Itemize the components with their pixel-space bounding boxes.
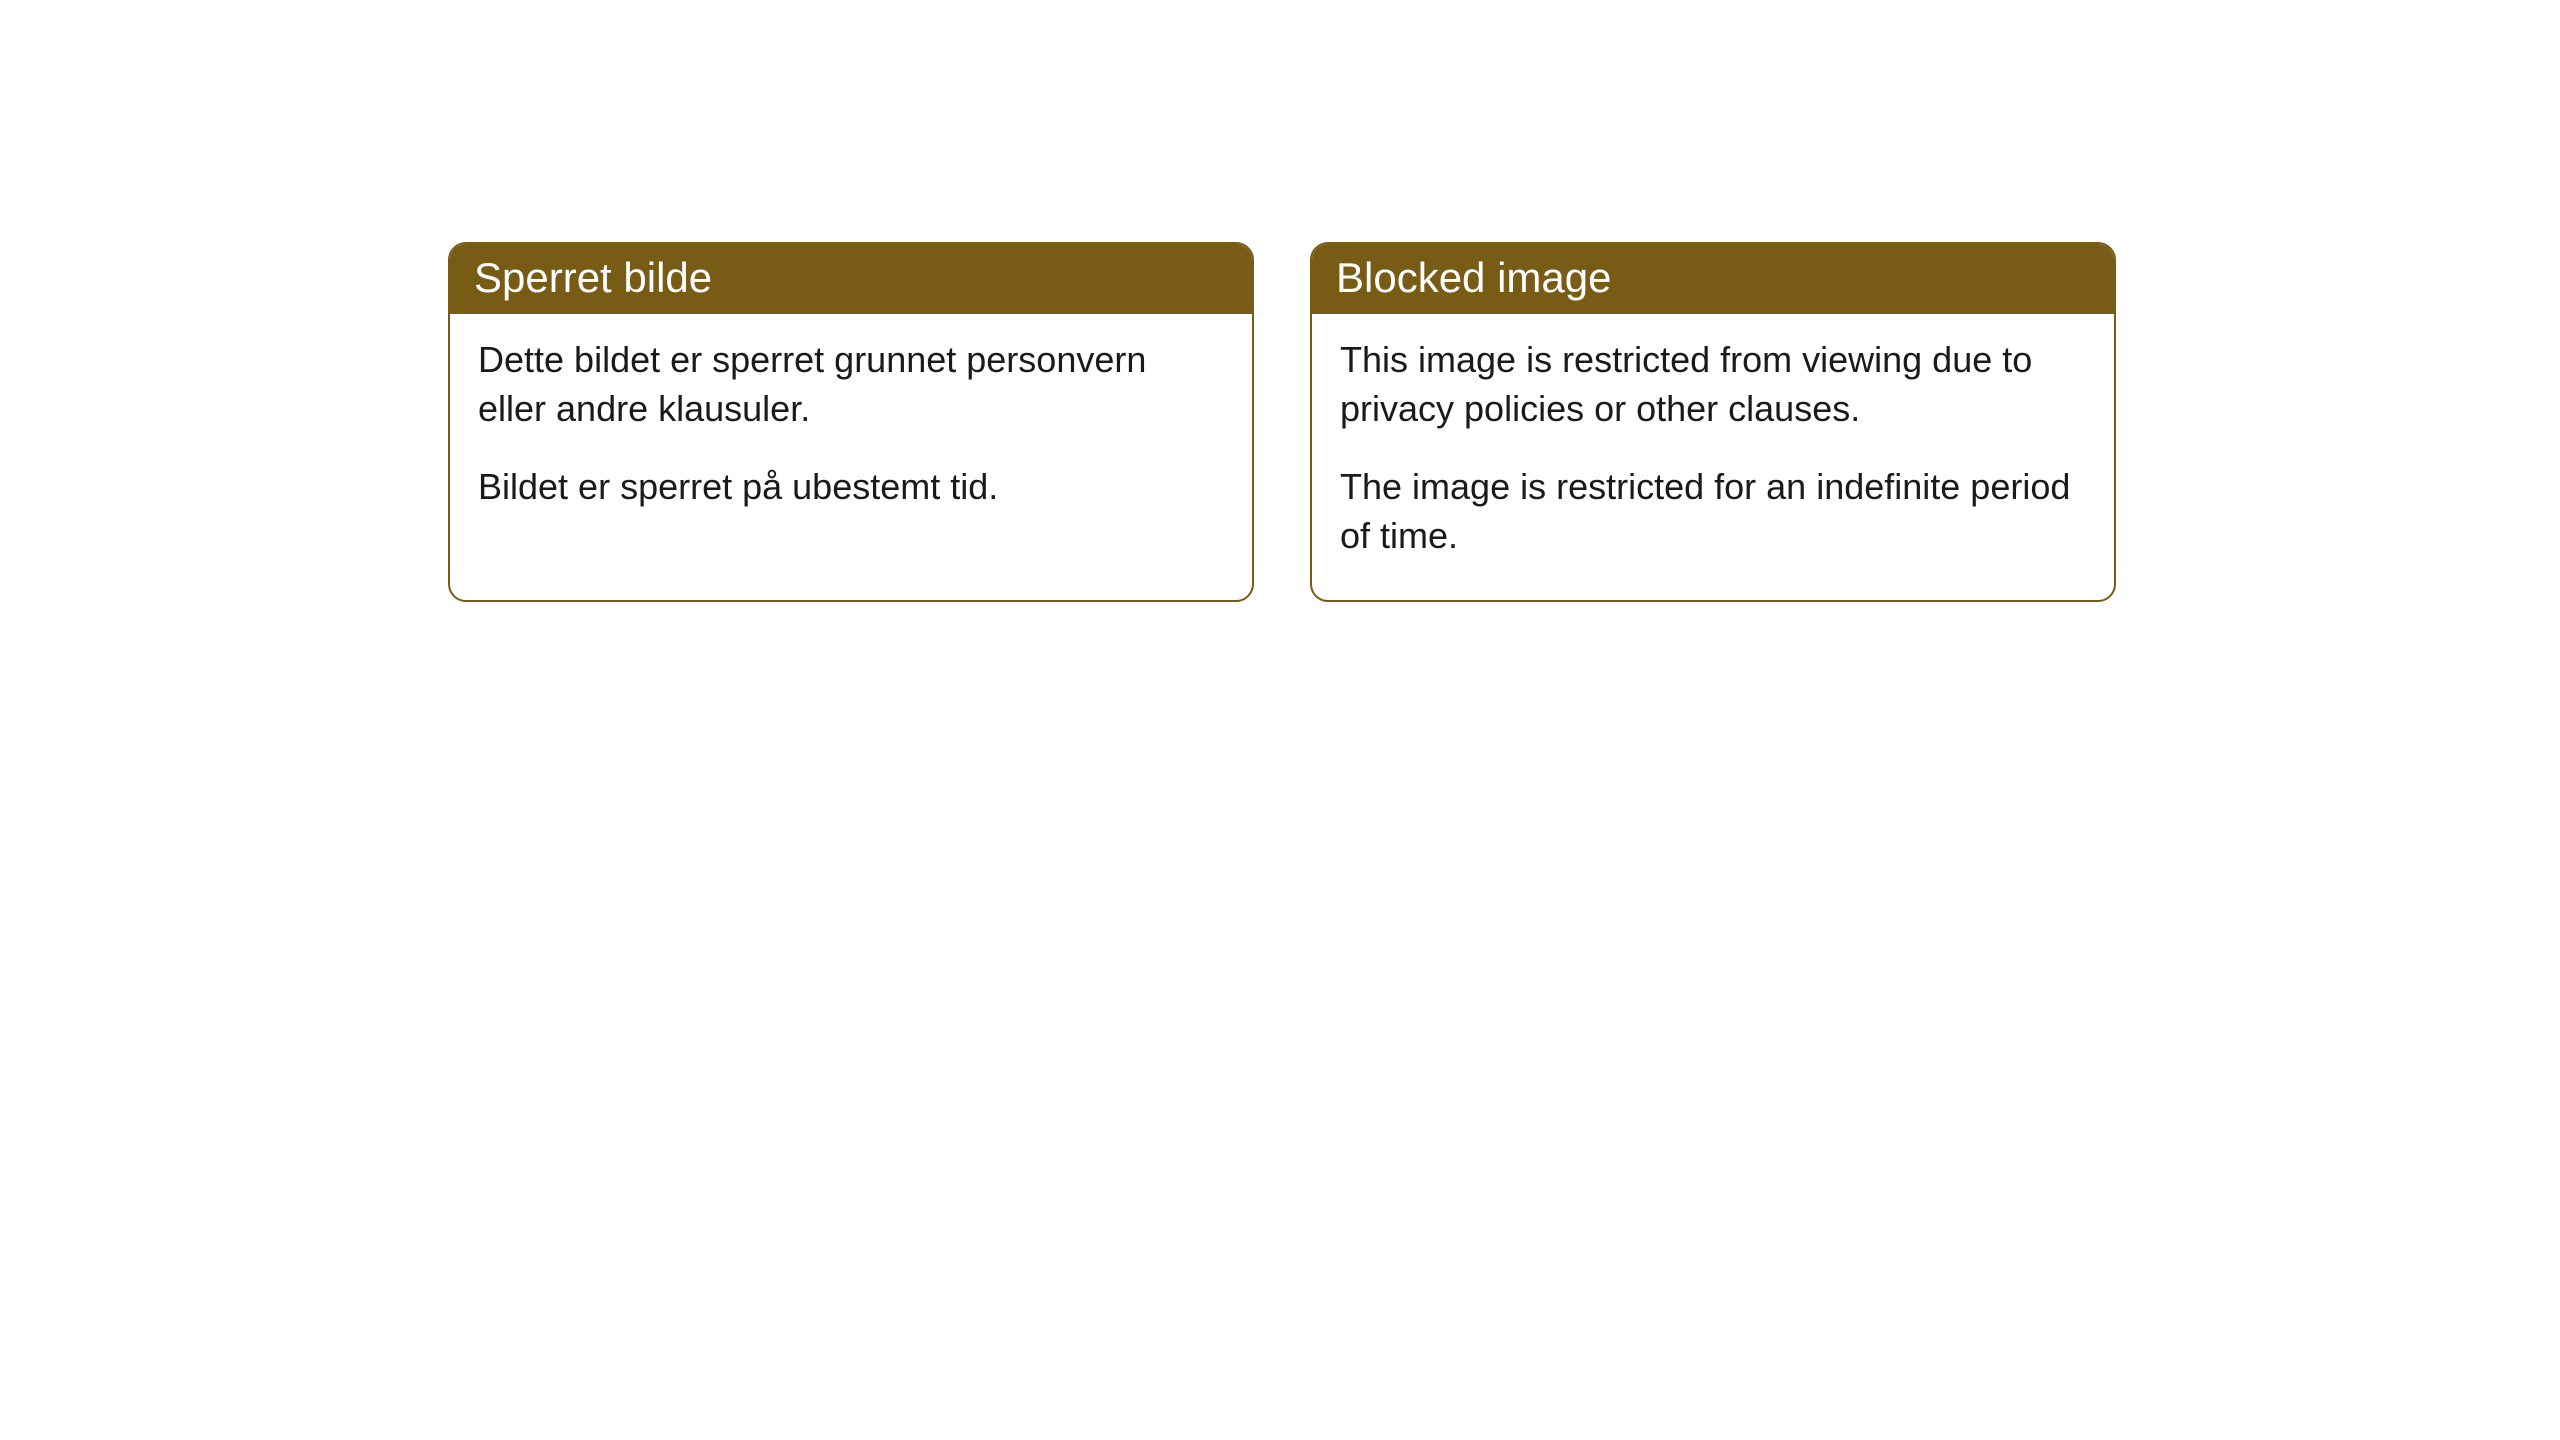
notice-body-norwegian: Dette bildet er sperret grunnet personve… [450,314,1252,552]
notice-text-norwegian-p1: Dette bildet er sperret grunnet personve… [478,336,1224,433]
notice-container: Sperret bilde Dette bildet er sperret gr… [0,0,2560,602]
notice-body-english: This image is restricted from viewing du… [1312,314,2114,600]
notice-text-norwegian-p2: Bildet er sperret på ubestemt tid. [478,463,1224,512]
notice-text-english-p2: The image is restricted for an indefinit… [1340,463,2086,560]
notice-header-norwegian: Sperret bilde [450,244,1252,314]
notice-card-english: Blocked image This image is restricted f… [1310,242,2116,602]
notice-card-norwegian: Sperret bilde Dette bildet er sperret gr… [448,242,1254,602]
notice-text-english-p1: This image is restricted from viewing du… [1340,336,2086,433]
notice-header-english: Blocked image [1312,244,2114,314]
